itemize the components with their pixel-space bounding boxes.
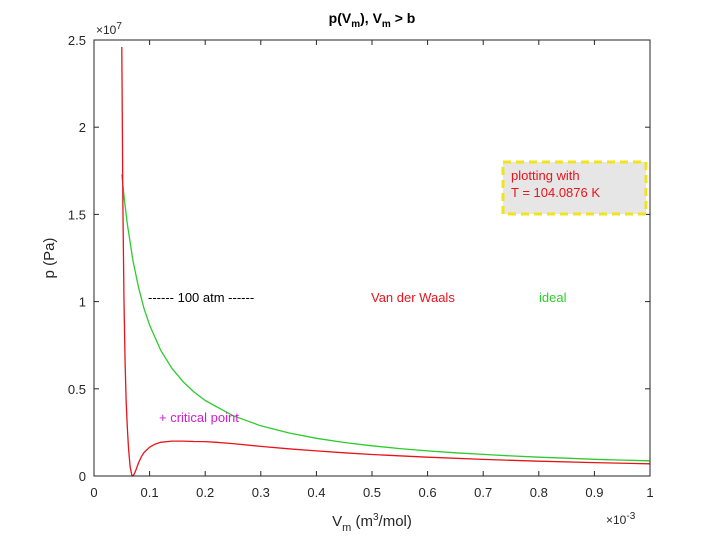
x-axis-label: Vm (m3/mol) [332, 512, 412, 534]
x-tick-label: 0.4 [307, 485, 325, 500]
x-tick-label: 0.8 [530, 485, 548, 500]
x-tick-label: 0.1 [141, 485, 159, 500]
x-tick-label: 0 [90, 485, 97, 500]
plot-area [94, 40, 650, 476]
y-tick-label: 0.5 [68, 382, 86, 397]
x-tick-label: 0.5 [363, 485, 381, 500]
series-line-ideal [121, 174, 651, 462]
info-box-line2: T = 104.0876 K [511, 185, 600, 200]
y-ticks: 0 0.5 1 1.5 2 2.5 [68, 33, 650, 484]
vdw-legend-label: Van der Waals [371, 290, 455, 305]
x-tick-label: 0.9 [585, 485, 603, 500]
y-tick-label: 1 [79, 295, 86, 310]
info-box-frame [501, 160, 648, 216]
x-ticks: 0 0.1 0.2 0.3 0.4 0.5 0.6 0.7 0.8 0.9 1 [90, 40, 654, 500]
y-tick-label: 1.5 [68, 207, 86, 222]
x-tick-label: 0.6 [419, 485, 437, 500]
x-tick-label: 1 [646, 485, 653, 500]
y-exponent: ×107 [96, 21, 122, 37]
info-box: plotting with T = 104.0876 K [501, 160, 648, 216]
x-tick-label: 0.2 [196, 485, 214, 500]
y-tick-label: 0 [79, 469, 86, 484]
x-tick-label: 0.7 [474, 485, 492, 500]
y-tick-label: 2 [79, 120, 86, 135]
y-axis-label: p (Pa) [41, 238, 58, 279]
y-tick-label: 2.5 [68, 33, 86, 48]
series-line-van-der-waals [121, 46, 651, 477]
x-exponent: ×10-3 [606, 511, 636, 527]
info-box-line1: plotting with [511, 168, 580, 183]
reference-line-label: ------ 100 atm ------ [148, 290, 254, 305]
critical-point-label: + critical point [159, 410, 239, 425]
x-tick-label: 0.3 [252, 485, 270, 500]
series-layer [121, 46, 651, 477]
chart-title: p(Vm), Vm > b [329, 10, 416, 30]
ideal-legend-label: ideal [539, 290, 567, 305]
